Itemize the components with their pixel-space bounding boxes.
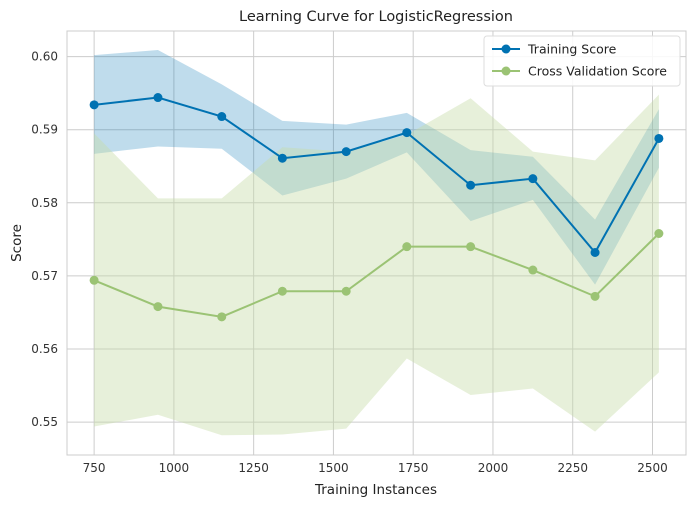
data-point-training — [528, 174, 538, 184]
chart-title: Learning Curve for LogisticRegression — [239, 9, 513, 25]
y-tick-label: 0.56 — [31, 342, 58, 356]
data-point-cross-validation — [89, 275, 99, 285]
x-tick-label: 1250 — [238, 461, 269, 475]
data-point-cross-validation — [153, 302, 163, 312]
x-tick-label: 1500 — [318, 461, 349, 475]
legend-marker-training — [501, 44, 511, 54]
data-point-training — [89, 100, 99, 110]
data-point-training — [341, 147, 351, 157]
data-point-training — [654, 133, 664, 143]
data-point-training — [153, 93, 163, 103]
plot-frame — [66, 30, 687, 456]
legend: Training Score Cross Validation Score — [483, 35, 681, 87]
series-line-training — [94, 96, 660, 255]
series-line-cross-validation — [93, 232, 660, 318]
y-tick-label: 0.57 — [31, 269, 58, 283]
legend-label-training: Training Score — [527, 42, 617, 57]
y-tick-label: 0.59 — [31, 123, 58, 137]
data-point-training — [590, 248, 600, 258]
data-point-cross-validation — [590, 291, 600, 301]
y-tick-label: 0.55 — [31, 415, 58, 429]
data-point-cross-validation — [277, 286, 287, 296]
x-tick-label: 750 — [83, 461, 106, 475]
data-point-training — [402, 128, 412, 138]
legend-label-cross-validation: Cross Validation Score — [528, 64, 667, 79]
data-point-cross-validation — [466, 242, 476, 252]
data-point-training — [217, 112, 227, 122]
data-point-cross-validation — [217, 312, 227, 322]
x-tick-label: 2000 — [478, 461, 509, 475]
y-tick-label: 0.60 — [31, 50, 58, 64]
data-point-training — [466, 180, 476, 190]
data-point-cross-validation — [528, 265, 538, 275]
data-point-training — [277, 153, 287, 163]
legend-box — [483, 35, 681, 87]
x-tick-label: 1750 — [398, 461, 429, 475]
data-point-cross-validation — [402, 242, 412, 252]
data-point-cross-validation — [341, 286, 351, 296]
x-tick-label: 2250 — [557, 461, 588, 475]
data-point-cross-validation — [654, 228, 664, 238]
x-tick-label: 2500 — [637, 461, 668, 475]
legend-marker-cross-validation — [501, 66, 511, 76]
y-axis-label: Score — [9, 224, 25, 262]
x-axis-label: Training Instances — [314, 482, 437, 498]
y-tick-label: 0.58 — [31, 196, 58, 210]
confidence-band-training — [94, 50, 659, 285]
x-tick-label: 1000 — [159, 461, 190, 475]
